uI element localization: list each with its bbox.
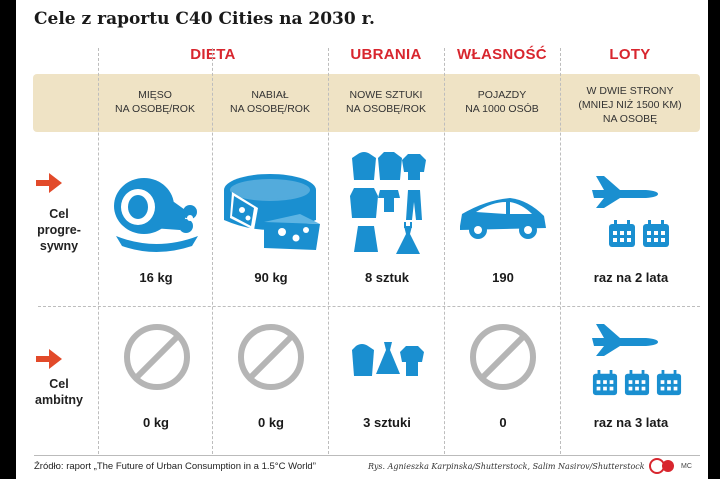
row-label-progressive: Cel progre- sywny (37, 207, 81, 253)
footer-divider (34, 455, 700, 456)
car-icon (460, 198, 546, 239)
category-flights: LOTY (609, 46, 651, 63)
subheader-clothes: NOWE SZTUKI NA OSOBĘ/ROK (346, 89, 426, 115)
calendar-icon (609, 220, 635, 247)
airplane-icon (592, 324, 658, 356)
ham-icon (114, 178, 198, 252)
cheese-icon (224, 174, 320, 250)
subheader-meat: MIĘSO NA OSOBĘ/ROK (115, 89, 195, 115)
value-dairy-ambitious: 0 kg (257, 415, 284, 430)
clothing-icon (352, 342, 424, 376)
author-initials: MC (681, 463, 692, 470)
right-frame-bar (708, 0, 720, 479)
value-meat-ambitious: 0 kg (142, 415, 169, 430)
prohibited-icon (470, 324, 536, 390)
category-ownership: WŁASNOŚĆ (457, 46, 547, 63)
value-dairy-progressive: 90 kg (254, 270, 288, 285)
row-label-ambitious: Cel ambitny (35, 377, 83, 407)
value-vehicles-ambitious: 0 (499, 415, 507, 430)
value-flights-progressive: raz na 2 lata (593, 270, 669, 285)
clothing-icon (350, 152, 426, 254)
subheader-vehicles: POJAZDY NA 1000 OSÓB (465, 89, 539, 115)
publisher-logo (649, 458, 674, 474)
page-title: Cele z raportu C40 Cities na 2030 r. (34, 9, 375, 29)
column-divider (444, 48, 445, 454)
column-divider (328, 48, 329, 454)
category-diet: DIETA (190, 46, 236, 63)
infographic: Cele z raportu C40 Cities na 2030 r. DIE… (16, 0, 708, 479)
calendar-icon (624, 370, 650, 396)
subheader-dairy: NABIAŁ NA OSOBĘ/ROK (230, 89, 310, 115)
value-vehicles-progressive: 190 (492, 270, 514, 285)
left-frame-bar (0, 0, 16, 479)
prohibited-icon (238, 324, 304, 390)
calendar-icon (592, 370, 618, 396)
calendar-icon (656, 370, 682, 396)
column-divider (98, 48, 99, 454)
credits-note: Rys. Agnieszka Karpinska/Shutterstock, S… (368, 462, 645, 471)
airplane-icon (592, 176, 658, 208)
value-flights-ambitious: raz na 3 lata (593, 415, 669, 430)
subheader-band (33, 74, 700, 132)
subheader-flights: W DWIE STRONY (MNIEJ NIŻ 1500 KM) NA OSO… (578, 85, 682, 125)
row-divider (38, 306, 700, 307)
value-clothes-ambitious: 3 sztuki (363, 415, 411, 430)
column-divider (560, 48, 561, 454)
arrow-right-icon (36, 173, 62, 193)
prohibited-icon (124, 324, 190, 390)
value-clothes-progressive: 8 sztuk (364, 270, 410, 285)
arrow-right-icon (36, 349, 62, 369)
source-note: Źródło: raport „The Future of Urban Cons… (34, 461, 316, 472)
category-clothes: UBRANIA (350, 46, 422, 63)
value-meat-progressive: 16 kg (139, 270, 173, 285)
column-divider (212, 48, 213, 454)
calendar-icon (643, 220, 669, 247)
